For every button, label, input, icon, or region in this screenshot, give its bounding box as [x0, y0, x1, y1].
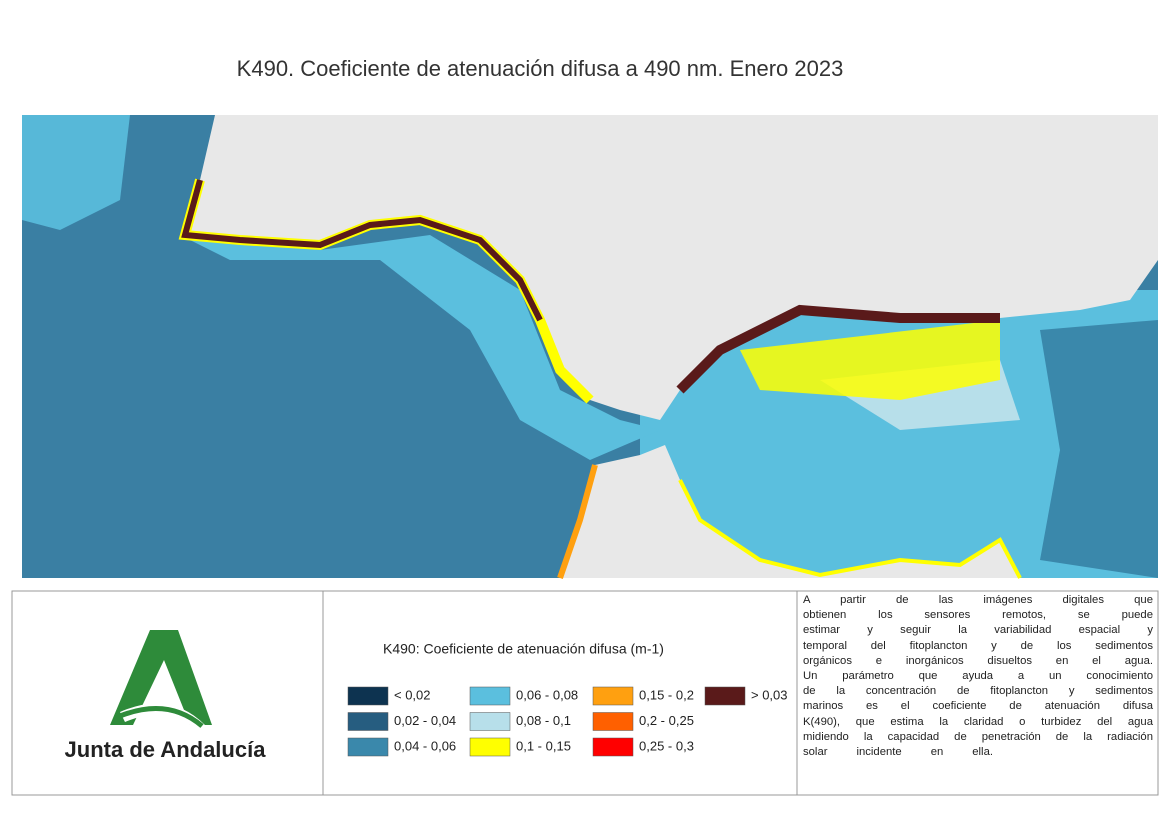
sea-coastal [180, 235, 660, 460]
legend-swatch [592, 712, 634, 731]
legend-swatch [704, 686, 746, 706]
coast-band [676, 304, 1000, 394]
legend-swatch [469, 737, 511, 757]
legend-swatch [347, 737, 389, 757]
legend-label: > 0,03 [751, 687, 788, 702]
legend-label: < 0,02 [394, 687, 431, 702]
map-title: K490. Coeficiente de atenuación difusa a… [236, 56, 844, 81]
legend-label: 0,2 - 0,25 [639, 713, 694, 728]
legend-swatch [347, 712, 389, 731]
description-line: de la concentración de fitoplancton y se… [803, 685, 1153, 698]
legend-label: 0,1 - 0,15 [516, 738, 571, 753]
land-north [185, 115, 1158, 420]
description-line: temporal del fitoplancton y de los sedim… [803, 639, 1153, 652]
description-line: obtienen los sensores remotos, se puede [803, 609, 1153, 622]
legend-label: 0,15 - 0,2 [639, 687, 694, 702]
description-line: A partir de las imágenes digitales que [803, 594, 1153, 606]
logo-text: Junta de Andalucía [65, 737, 267, 762]
description: A partir de las imágenes digitales que ob… [803, 593, 1153, 760]
logo-shape [119, 705, 204, 728]
legend-swatch [469, 712, 511, 731]
legend-label: 0,02 - 0,04 [394, 713, 456, 728]
legend-title: K490: Coeficiente de atenuación difusa (… [383, 641, 664, 657]
legend-label: 0,06 - 0,08 [516, 687, 578, 702]
legend-label: 0,25 - 0,3 [639, 738, 694, 753]
legend-swatch [592, 686, 634, 706]
logo-shape [110, 630, 212, 725]
coast-band [181, 179, 543, 322]
description-line: midiendo la capacidad de penetración de … [803, 730, 1153, 743]
legend-label: 0,04 - 0,06 [394, 738, 456, 753]
description-line: Un parámetro que ayuda a un conocimiento [803, 670, 1153, 683]
legend-label: 0,08 - 0,1 [516, 713, 571, 728]
description-line: solar incidente en ella. [803, 746, 993, 759]
sea-east [1040, 320, 1158, 578]
description-line: estimar y seguir la variabilidad espacia… [803, 624, 1153, 637]
legend-swatch [347, 686, 389, 706]
description-line: orgánicos e inorgánicos disueltos en el … [803, 654, 1153, 667]
description-line: K(490), que estima la claridad o turbide… [803, 715, 1153, 728]
coast-band [557, 464, 598, 579]
land-south [560, 445, 1020, 578]
coast-band [678, 479, 1022, 579]
legend-swatch [592, 737, 634, 757]
description-line: marinos es el coeficiente de atenuación … [803, 700, 1153, 713]
panel-border [11, 590, 1159, 796]
legend: < 0,02 0,02 - 0,04 0,04 - 0,06 0,06 - 0,08 0… [347, 686, 788, 757]
legend-swatch [469, 686, 511, 706]
sea-turbid [740, 320, 1000, 400]
sea-coastal [22, 115, 130, 230]
